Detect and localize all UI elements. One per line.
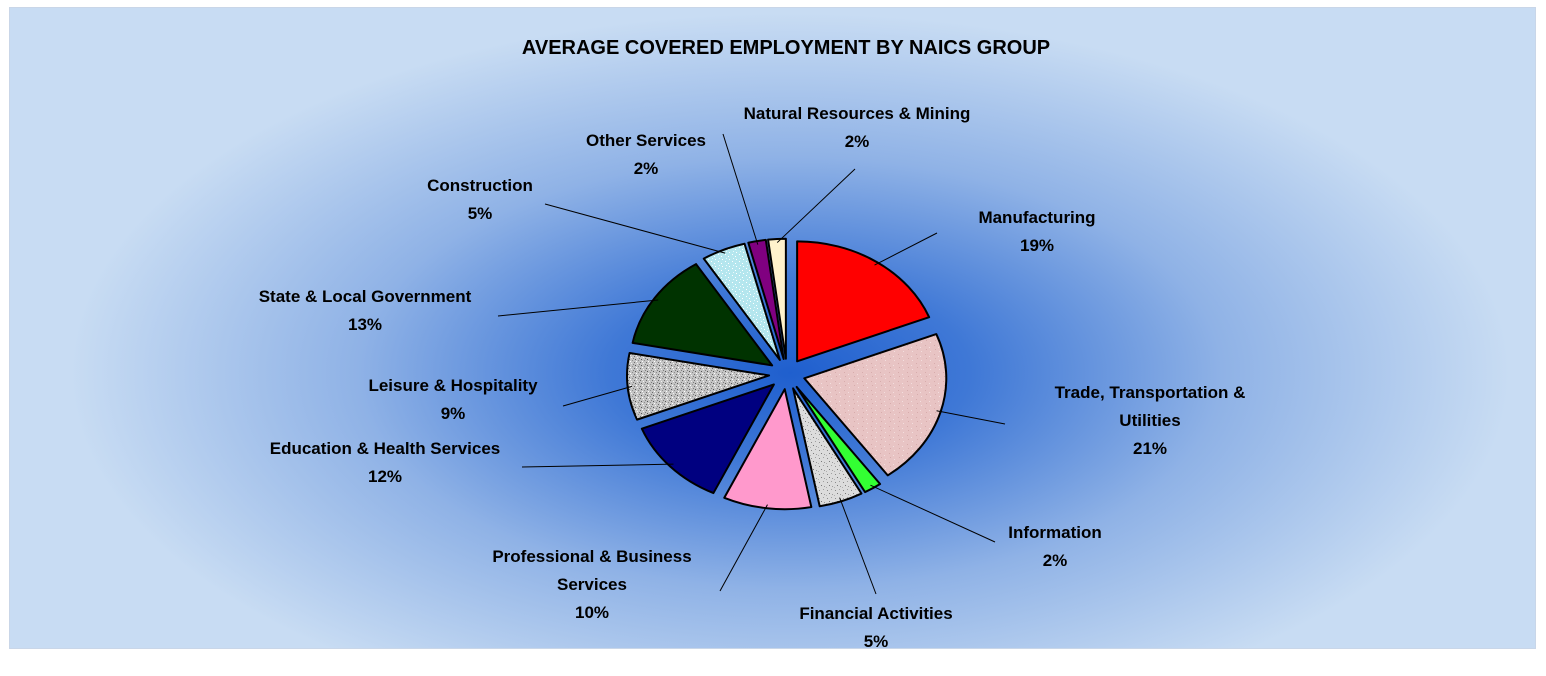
slice-label: Professional & Business Services 10% <box>492 547 691 622</box>
slice-category: Leisure & Hospitality <box>368 376 538 395</box>
pie-slice-state-local-government <box>631 263 774 367</box>
leader-line <box>719 504 768 592</box>
slice-label: State & Local Government 13% <box>259 287 472 334</box>
slice-category: State & Local Government <box>259 287 472 306</box>
pie-slice-construction <box>702 242 781 361</box>
slice-label: Information 2% <box>1008 523 1102 570</box>
slice-label: Financial Activities 5% <box>799 604 952 649</box>
pie-slice-natural-resources-mining <box>767 237 787 360</box>
slice-label: Education & Health Services 12% <box>270 439 501 486</box>
slice-percent: 19% <box>1020 236 1054 255</box>
slice-category: Information <box>1008 523 1102 542</box>
slice-category: Manufacturing <box>978 208 1095 227</box>
chart-title: AVERAGE COVERED EMPLOYMENT BY NAICS GROU… <box>522 37 1050 59</box>
slice-label: Leisure & Hospitality 9% <box>368 376 538 423</box>
leader-lines <box>497 133 1006 595</box>
slice-percent: 12% <box>368 467 402 486</box>
leader-line <box>521 463 674 468</box>
slice-percent: 5% <box>864 632 889 649</box>
slice-category: Professional & Business <box>492 547 691 566</box>
slice-label: Trade, Transportation & Utilities 21% <box>1055 383 1246 458</box>
pie-slice-professional-business-services <box>723 388 813 511</box>
slice-category: Utilities <box>1119 411 1180 430</box>
leader-line <box>839 497 877 595</box>
pie-slice-manufacturing <box>796 240 931 363</box>
leader-line <box>722 133 759 245</box>
slice-labels: Manufacturing 19% Trade, Transportation & U… <box>259 104 1246 649</box>
pie-slice-information <box>795 385 882 494</box>
chart-background <box>10 8 1535 648</box>
slice-label: Manufacturing 19% <box>978 208 1095 255</box>
slice-category: Construction <box>427 176 533 195</box>
slice-percent: 5% <box>468 204 493 223</box>
pie-chart: AVERAGE COVERED EMPLOYMENT BY NAICS GROU… <box>10 8 1535 649</box>
leader-line <box>874 232 938 266</box>
leader-line <box>497 299 659 317</box>
slice-percent: 2% <box>845 132 870 151</box>
slice-category: Natural Resources & Mining <box>744 104 971 123</box>
slice-percent: 2% <box>634 159 659 178</box>
slice-percent: 2% <box>1043 551 1068 570</box>
leader-line <box>544 203 726 254</box>
slice-percent: 10% <box>575 603 609 622</box>
slice-label: Other Services 2% <box>586 131 706 178</box>
pie-slice-leisure-hospitality <box>626 351 771 421</box>
pie-slice-education-health-services <box>640 383 775 495</box>
slice-percent: 13% <box>348 315 382 334</box>
slices-layer <box>626 237 948 511</box>
leader-line <box>936 410 1006 425</box>
leader-line <box>562 385 633 407</box>
slice-category: Education & Health Services <box>270 439 501 458</box>
slice-label: Natural Resources & Mining 2% <box>744 104 971 151</box>
slice-category: Financial Activities <box>799 604 952 623</box>
slice-category: Services <box>557 575 627 594</box>
slice-percent: 21% <box>1133 439 1167 458</box>
chart-area: AVERAGE COVERED EMPLOYMENT BY NAICS GROU… <box>9 7 1536 649</box>
slice-label: Construction 5% <box>427 176 533 223</box>
leader-line <box>870 484 996 543</box>
leader-line <box>776 168 856 243</box>
slice-category: Trade, Transportation & <box>1055 383 1246 402</box>
slice-category: Other Services <box>586 131 706 150</box>
slice-percent: 9% <box>441 404 466 423</box>
